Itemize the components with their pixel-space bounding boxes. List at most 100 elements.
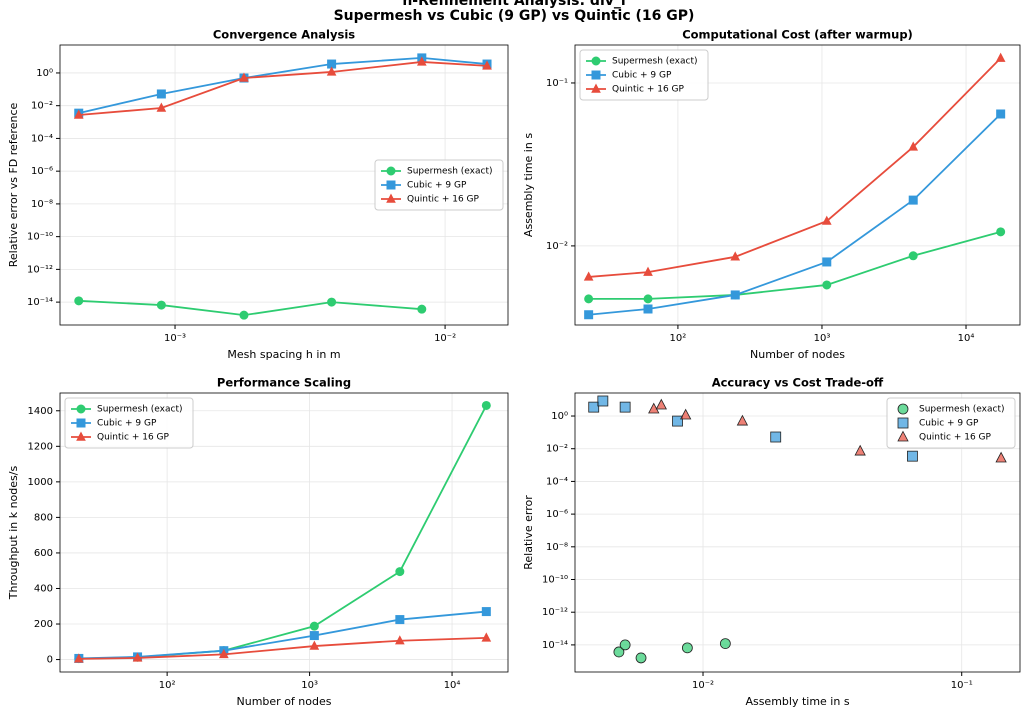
marker xyxy=(481,400,491,410)
y-tick-label: 10⁻¹⁴ xyxy=(27,297,53,308)
y-tick-label: 10⁻² xyxy=(31,101,53,112)
marker xyxy=(897,430,909,442)
marker xyxy=(619,639,631,651)
series-line xyxy=(588,230,1001,300)
marker xyxy=(326,66,337,76)
plot-frame xyxy=(574,44,1021,326)
y-tick-label: 10⁻¹⁰ xyxy=(542,575,568,586)
marker xyxy=(822,280,832,290)
marker xyxy=(643,294,653,304)
plot-frame xyxy=(59,44,509,326)
marker xyxy=(613,646,625,658)
x-tick-label: 10³ xyxy=(814,333,831,344)
marker xyxy=(417,304,427,314)
legend-marker xyxy=(591,83,601,93)
legend-marker xyxy=(591,56,601,66)
x-tick-label: 10⁴ xyxy=(958,333,975,344)
marker xyxy=(730,251,741,261)
plot-frame xyxy=(574,392,1021,673)
legend-box xyxy=(64,397,194,449)
marker xyxy=(995,52,1006,62)
x-tick-label: 10⁻² xyxy=(434,333,456,344)
marker xyxy=(897,417,909,429)
marker xyxy=(309,640,320,650)
y-tick-label: 0 xyxy=(47,655,53,666)
y-axis-label: Relative error vs FD reference xyxy=(7,103,20,268)
marker xyxy=(132,652,143,662)
y-tick-label: 10⁻⁶ xyxy=(546,509,568,520)
legend-label: Cubic + 9 GP xyxy=(407,181,467,191)
legend-marker xyxy=(386,180,396,190)
marker xyxy=(416,56,427,66)
legend-label: Supermesh (exact) xyxy=(919,405,1005,415)
marker xyxy=(481,632,492,642)
marker xyxy=(655,398,667,410)
y-tick-label: 10⁻² xyxy=(546,241,568,252)
x-tick-label: 10² xyxy=(159,680,176,691)
marker xyxy=(584,310,594,320)
legend-label: Supermesh (exact) xyxy=(97,405,183,415)
marker xyxy=(730,290,740,300)
y-tick-label: 800 xyxy=(34,512,53,523)
marker xyxy=(648,402,660,414)
x-tick-label: 10² xyxy=(670,333,687,344)
x-tick-label: 10⁻² xyxy=(692,680,714,691)
y-tick-label: 1000 xyxy=(28,477,53,488)
chart-title: Computational Cost (after warmup) xyxy=(682,28,913,42)
marker xyxy=(588,401,600,413)
legend-label: Quintic + 16 GP xyxy=(97,433,170,443)
marker xyxy=(395,635,405,645)
x-axis-label: Number of nodes xyxy=(750,348,845,361)
plot-frame xyxy=(59,392,509,673)
marker xyxy=(770,431,782,443)
marker xyxy=(736,414,749,426)
series-line xyxy=(78,57,488,115)
figure-subtitle: Supermesh vs Cubic (9 GP) vs Quintic (16… xyxy=(334,8,695,24)
y-tick-label: 10⁻⁴ xyxy=(31,133,53,144)
marker xyxy=(239,72,249,82)
marker xyxy=(854,444,866,456)
legend-marker xyxy=(76,404,86,414)
y-tick-label: 10⁻¹² xyxy=(27,264,53,275)
legend-label: Quintic + 16 GP xyxy=(407,195,480,205)
chart-title: Performance Scaling xyxy=(217,376,351,390)
marker xyxy=(482,60,492,70)
series-line xyxy=(588,57,1002,278)
marker xyxy=(908,195,918,205)
marker xyxy=(156,300,166,310)
marker xyxy=(995,451,1007,463)
legend-box xyxy=(886,397,1016,449)
y-tick-label: 10⁻⁸ xyxy=(546,542,568,553)
series-line xyxy=(78,610,487,660)
legend-box xyxy=(374,159,504,211)
y-tick-label: 10⁰ xyxy=(36,68,53,79)
legend-marker xyxy=(76,418,86,428)
series-line xyxy=(78,61,488,116)
marker xyxy=(908,141,919,151)
legend-marker xyxy=(386,166,396,176)
y-axis-label: Assembly time in s xyxy=(522,133,535,237)
series-line xyxy=(78,636,487,660)
marker xyxy=(996,227,1006,237)
marker xyxy=(156,102,167,112)
x-axis-label: Assembly time in s xyxy=(745,695,849,708)
marker xyxy=(897,403,909,415)
y-tick-label: 400 xyxy=(34,583,53,594)
marker xyxy=(156,89,166,99)
legend-box xyxy=(579,49,709,101)
legend-label: Cubic + 9 GP xyxy=(919,419,979,429)
legend-label: Quintic + 16 GP xyxy=(919,433,992,443)
marker xyxy=(996,109,1006,119)
marker xyxy=(822,257,832,267)
marker xyxy=(327,297,337,307)
x-tick-label: 10⁴ xyxy=(444,680,461,691)
marker xyxy=(239,310,249,320)
marker xyxy=(681,642,693,654)
x-axis-label: Mesh spacing h in m xyxy=(227,348,340,361)
marker xyxy=(907,450,918,462)
marker xyxy=(680,408,692,420)
marker xyxy=(672,415,683,427)
marker xyxy=(821,215,832,225)
x-tick-label: 10⁻³ xyxy=(164,333,186,344)
